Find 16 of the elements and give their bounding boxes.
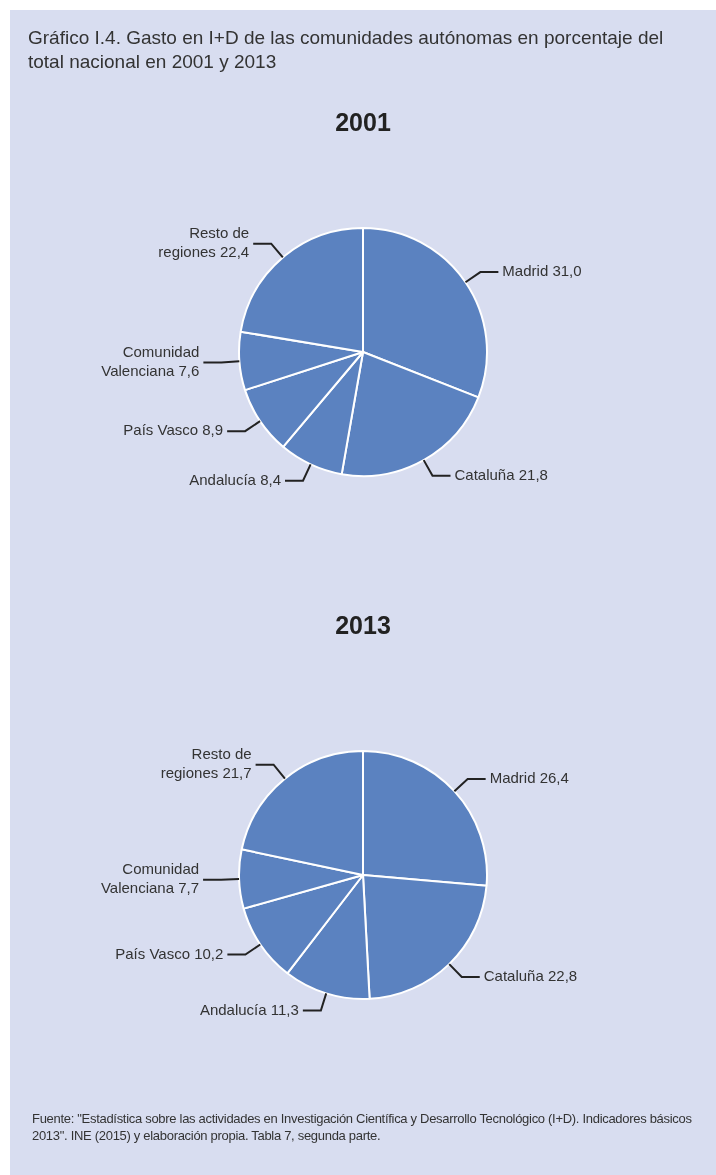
slice-label: Cataluña 22,8 bbox=[483, 967, 578, 985]
text: Gráfico I.4. Gasto en I+D de las comunidades autónomas en porcentaje del total nacional en 2001 y 2013 bbox=[27, 26, 665, 74]
slice-label: País Vasco 10,2 bbox=[115, 944, 224, 962]
source-note: Fuente: "Estadística sobre las actividades en Investigación Científica y Desarrollo Tecnológico (I+D). Indicadores básicos 2013". INE (2015) y elaboración propia. Tabla 7, segunda parte. bbox=[32, 1110, 693, 1144]
slice-label: Resto de regiones 22,4 bbox=[158, 224, 250, 261]
slice-label: Madrid 31,0 bbox=[502, 262, 582, 280]
slice-label: Andalucía 8,4 bbox=[189, 470, 281, 488]
slice-label: Comunidad Valenciana 7,6 bbox=[101, 343, 200, 380]
chart-title: 2013 bbox=[334, 611, 392, 640]
slice-label: Andalucía 11,3 bbox=[199, 1000, 299, 1018]
slice-label: Cataluña 21,8 bbox=[454, 465, 548, 483]
chart-title: 2001 bbox=[334, 108, 392, 137]
slice-label: País Vasco 8,9 bbox=[123, 421, 224, 439]
slice-label: Resto de regiones 21,7 bbox=[160, 745, 252, 782]
slice-label: Comunidad Valenciana 7,7 bbox=[100, 860, 200, 897]
slice-label: Madrid 26,4 bbox=[489, 769, 569, 787]
